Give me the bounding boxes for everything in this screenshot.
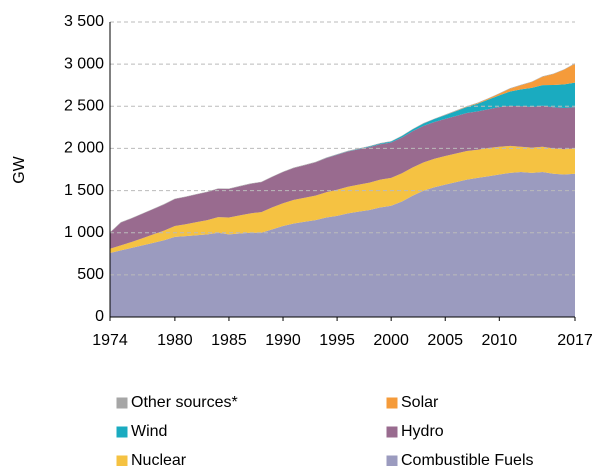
y-tick-label: 500	[77, 266, 104, 283]
x-tick-label: 2000	[373, 332, 409, 349]
legend-swatch	[385, 454, 399, 468]
y-tick-label: 1 000	[64, 224, 104, 241]
y-tick-label: 2 000	[64, 140, 104, 157]
y-axis-label: GW	[11, 155, 28, 183]
x-tick-label: 1990	[265, 332, 301, 349]
y-tick-label: 2 500	[64, 98, 104, 115]
legend-swatch	[115, 396, 129, 410]
x-tick-label: 2017	[557, 332, 593, 349]
legend-label: Combustible Fuels	[401, 452, 534, 466]
x-tick-label: 1985	[211, 332, 247, 349]
x-tick-label: 1980	[157, 332, 193, 349]
legend-swatch	[385, 396, 399, 410]
y-tick-label: 1 500	[64, 182, 104, 199]
legend-label: Hydro	[401, 423, 444, 440]
y-tick-label: 0	[95, 308, 104, 325]
legend-swatch	[115, 454, 129, 468]
legend-label: Wind	[131, 423, 167, 440]
x-tick-label: 1974	[92, 332, 128, 349]
legend-label: Nuclear	[131, 452, 187, 466]
areas	[110, 63, 575, 317]
area	[110, 145, 575, 253]
x-tick-label: 2010	[482, 332, 518, 349]
x-tick-label: 1995	[319, 332, 355, 349]
area	[110, 82, 575, 233]
legend-label: Solar	[401, 394, 439, 411]
legend-swatch	[115, 425, 129, 439]
area	[110, 105, 575, 249]
legend-label: Other sources*	[131, 394, 238, 411]
legend-swatch	[385, 425, 399, 439]
y-tick-label: 3 500	[64, 13, 104, 30]
x-tick-label: 2005	[427, 332, 463, 349]
y-tick-label: 3 000	[64, 55, 104, 72]
area	[110, 172, 575, 317]
